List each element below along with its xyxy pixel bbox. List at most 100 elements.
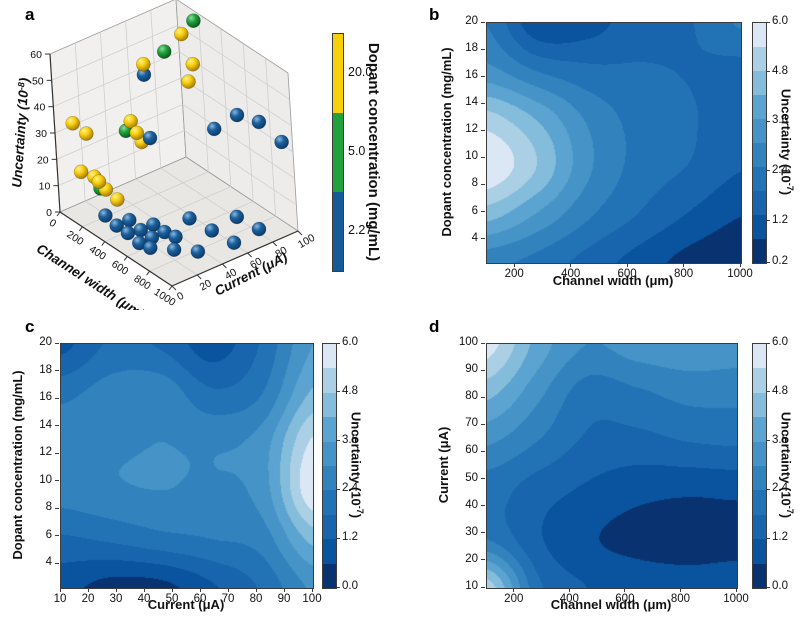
- colorbar-tick-mark: [337, 537, 340, 539]
- y-tick-mark: [481, 183, 485, 185]
- x-tick-label: 600: [617, 268, 637, 280]
- y-tick-mark: [481, 423, 485, 425]
- x-tick-mark: [735, 588, 737, 592]
- z-tick-label: 40: [34, 102, 46, 114]
- y-tick-mark: [55, 370, 59, 372]
- y-tick-mark: [481, 450, 485, 452]
- x-tick-mark: [739, 263, 741, 267]
- x-tick-label: 20: [81, 593, 95, 605]
- y-tick-mark: [481, 478, 485, 480]
- x-tick-label: 70: [221, 593, 235, 605]
- y-tick-label: 12: [465, 123, 478, 136]
- colorbar-tick-label: 1.2: [772, 213, 788, 226]
- contour-plot-d: [486, 343, 738, 589]
- y-tick-label: 14: [465, 96, 478, 109]
- x-tick-label: 40: [137, 593, 151, 605]
- panel-letter-d: d: [429, 317, 440, 336]
- grid-line: [53, 51, 180, 108]
- x-tick-mark: [624, 588, 626, 592]
- y-tick-label: 12: [39, 446, 52, 459]
- y-tick-label: 14: [39, 418, 52, 431]
- colorbar-tick-label: 4.8: [342, 384, 358, 397]
- x-tick-label: 100: [302, 593, 322, 605]
- x-tick-label: 800: [673, 268, 694, 280]
- y-tick-mark: [481, 342, 485, 344]
- dopant-colorbar-label: 5.0: [348, 143, 366, 158]
- x-tick-label: 1000: [152, 286, 178, 309]
- grid-line: [265, 58, 276, 217]
- grid-line: [171, 285, 177, 291]
- colorbar-tick-label: 3.6: [772, 114, 788, 127]
- y-tick-mark: [481, 238, 485, 240]
- y-tick-label: 20: [465, 552, 478, 565]
- grid-line: [272, 241, 278, 247]
- colorbar-band: [753, 23, 766, 47]
- data-point: [181, 74, 196, 89]
- colorbar-band: [323, 465, 336, 491]
- y-tick-label: 16: [465, 69, 478, 82]
- x-tick-label: 30: [109, 593, 123, 605]
- x-tick-label: 200: [64, 228, 85, 248]
- x-tick-mark: [283, 588, 285, 592]
- colorbar-tick-mark: [767, 261, 770, 263]
- x-tick-mark: [683, 263, 685, 267]
- y-tick-label: 20: [465, 15, 478, 27]
- colorbar-tick-mark: [337, 342, 340, 344]
- colorbar-band: [753, 490, 766, 515]
- colorbar-tick-mark: [337, 586, 340, 588]
- uncertainty-colorbar-c: [322, 343, 337, 589]
- contour-plot-c: [60, 343, 314, 589]
- y-tick-mark: [481, 505, 485, 507]
- z-tick-label: 10: [39, 181, 51, 193]
- y-tick-label: 30: [465, 525, 478, 538]
- data-point: [136, 56, 151, 72]
- z-tick-label: 60: [30, 49, 42, 61]
- colorbar-band: [753, 368, 766, 393]
- colorbar-band: [753, 95, 766, 119]
- dopant-colorbar-segment: [333, 112, 343, 192]
- y-tick-mark: [55, 480, 59, 482]
- x-tick-label: 60: [193, 593, 207, 605]
- x-tick-label: 1000: [723, 593, 749, 605]
- colorbar-band: [753, 441, 766, 466]
- data-point: [274, 134, 289, 150]
- uncertainty-colorbar-d: [752, 343, 767, 589]
- y-tick-mark: [481, 48, 485, 50]
- x-tick-mark: [626, 263, 628, 267]
- colorbar-tick-mark: [767, 71, 770, 73]
- grid-line: [123, 256, 128, 261]
- data-point: [226, 235, 242, 250]
- colorbar-tick-mark: [767, 391, 770, 393]
- x-tick-label: 1000: [727, 268, 753, 280]
- colorbar-tick-label: 0.0: [772, 580, 788, 592]
- grid-line: [168, 285, 173, 291]
- z-tick-label: 0: [46, 207, 52, 219]
- data-point: [142, 130, 158, 146]
- grid-line: [51, 24, 178, 81]
- y-tick-mark: [55, 452, 59, 454]
- contour-plot-b: [486, 22, 742, 264]
- colorbar-tick-label: 1.2: [772, 531, 788, 544]
- data-point: [229, 107, 245, 123]
- grid-line: [242, 43, 254, 202]
- x-tick-mark: [59, 588, 61, 592]
- colorbar-tick-mark: [767, 21, 770, 23]
- data-point: [204, 223, 220, 238]
- grid-line: [101, 241, 106, 246]
- x-tick-mark: [255, 588, 257, 592]
- data-point: [65, 116, 80, 131]
- x-axis-title-c: Current (μA): [147, 597, 225, 612]
- data-point: [98, 208, 113, 223]
- y-tick-mark: [55, 425, 59, 427]
- data-point: [110, 192, 125, 207]
- x-tick-label: 90: [277, 593, 291, 605]
- grid-line: [220, 28, 232, 187]
- y-tick-label: 20: [39, 336, 52, 348]
- colorbar-band: [753, 167, 766, 191]
- x-tick-label: 600: [109, 258, 130, 278]
- colorbar-band: [323, 514, 336, 540]
- colorbar-tick-label: 2.4: [342, 482, 358, 495]
- y-tick-label: 80: [465, 390, 478, 403]
- y-tick-label: 8: [45, 501, 52, 514]
- colorbar-tick-label: 6.0: [772, 336, 788, 348]
